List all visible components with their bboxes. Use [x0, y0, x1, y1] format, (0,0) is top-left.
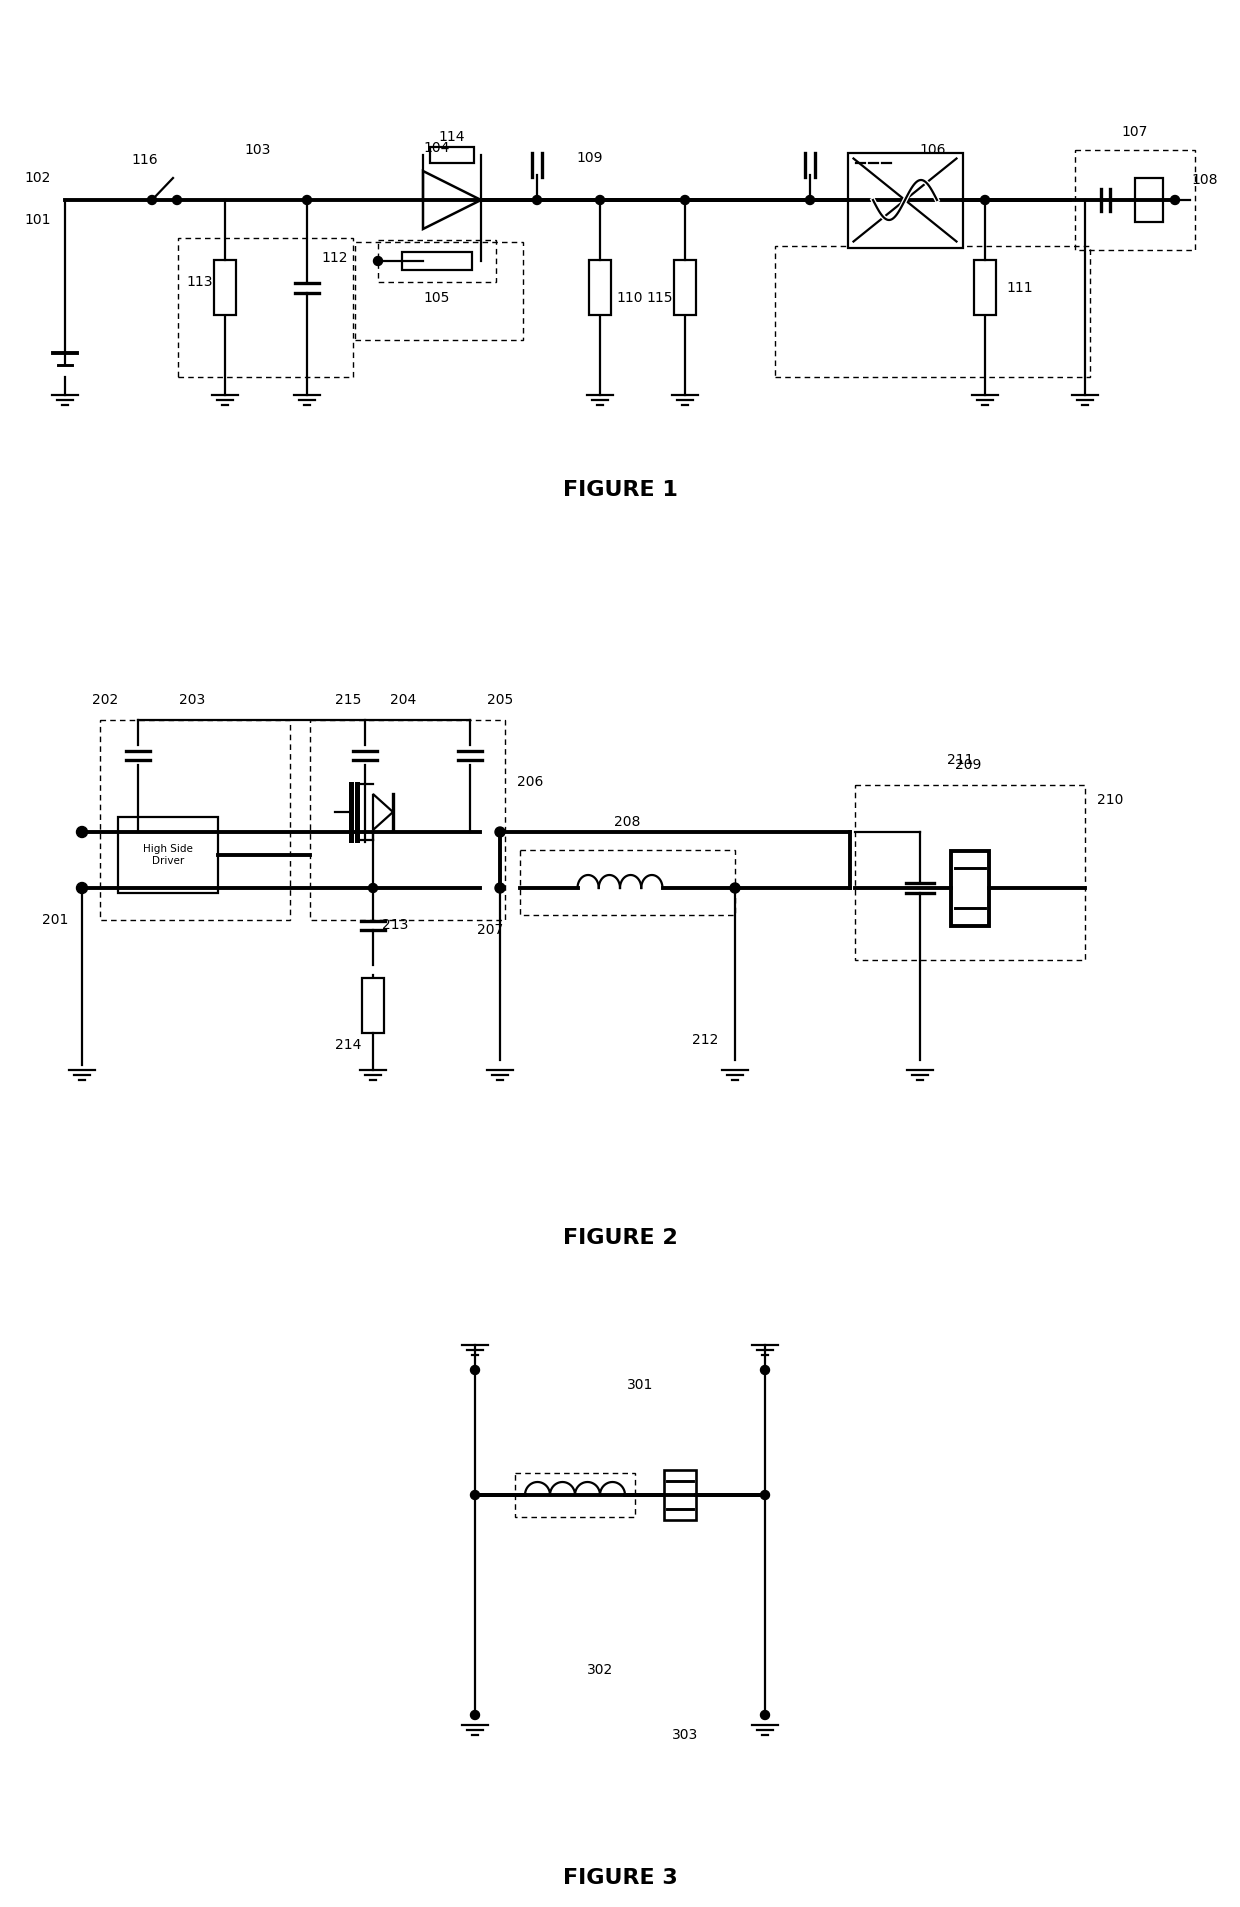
Bar: [663, 1470, 696, 1520]
Text: 303: 303: [672, 1728, 698, 1741]
Text: 101: 101: [25, 214, 51, 227]
Text: 110: 110: [616, 290, 644, 305]
Text: 104: 104: [424, 141, 450, 154]
Bar: [847, 153, 962, 248]
Bar: [179, 238, 353, 378]
Text: 202: 202: [92, 692, 118, 707]
Circle shape: [495, 828, 505, 837]
Text: FIGURE 2: FIGURE 2: [563, 1228, 677, 1247]
Bar: [1135, 177, 1163, 221]
Text: 109: 109: [577, 151, 603, 166]
Text: 211: 211: [947, 753, 973, 767]
Circle shape: [470, 1491, 480, 1499]
Bar: [515, 1472, 635, 1516]
Text: 113: 113: [187, 275, 213, 290]
Circle shape: [681, 196, 689, 204]
Bar: [402, 252, 472, 271]
Bar: [215, 259, 236, 315]
Bar: [856, 786, 1085, 959]
Circle shape: [532, 196, 542, 204]
Text: FIGURE 1: FIGURE 1: [563, 481, 677, 500]
Text: 209: 209: [955, 757, 981, 772]
Text: 206: 206: [517, 774, 543, 789]
Bar: [310, 721, 505, 919]
Circle shape: [495, 883, 505, 892]
Text: 207: 207: [477, 923, 503, 936]
Circle shape: [981, 196, 990, 204]
Circle shape: [303, 196, 311, 204]
Text: High Side
Driver: High Side Driver: [143, 845, 193, 866]
Text: 106: 106: [920, 143, 946, 156]
Text: 201: 201: [42, 913, 68, 927]
Circle shape: [806, 196, 815, 204]
Bar: [951, 851, 990, 925]
Circle shape: [77, 883, 88, 894]
Circle shape: [595, 196, 605, 204]
Text: 105: 105: [424, 292, 450, 305]
Circle shape: [373, 257, 382, 265]
Text: 205: 205: [487, 692, 513, 707]
Text: 102: 102: [25, 172, 51, 185]
Bar: [362, 978, 384, 1032]
Circle shape: [368, 883, 377, 892]
Bar: [520, 851, 735, 915]
Circle shape: [470, 1711, 480, 1720]
Text: 208: 208: [614, 814, 640, 830]
Text: 215: 215: [335, 692, 361, 707]
Circle shape: [730, 883, 740, 892]
Bar: [973, 259, 996, 315]
Text: 301: 301: [626, 1379, 653, 1392]
Text: 204: 204: [389, 692, 417, 707]
Circle shape: [760, 1491, 770, 1499]
Circle shape: [172, 196, 181, 204]
Circle shape: [77, 826, 88, 837]
Text: 214: 214: [335, 1037, 361, 1053]
Circle shape: [760, 1365, 770, 1375]
Text: 210: 210: [1097, 793, 1123, 807]
Text: 302: 302: [587, 1663, 613, 1676]
Bar: [355, 242, 523, 339]
Text: 212: 212: [692, 1034, 718, 1047]
Bar: [378, 240, 496, 282]
Circle shape: [148, 196, 156, 204]
Text: 112: 112: [321, 250, 348, 265]
Bar: [775, 246, 1090, 378]
Text: 203: 203: [179, 692, 205, 707]
Bar: [589, 259, 611, 315]
Text: 213: 213: [382, 917, 408, 933]
Circle shape: [760, 1711, 770, 1720]
Circle shape: [470, 1365, 480, 1375]
Text: 107: 107: [1122, 126, 1148, 139]
Bar: [675, 259, 696, 315]
Text: 108: 108: [1192, 174, 1218, 187]
Text: 115: 115: [647, 290, 673, 305]
Text: FIGURE 3: FIGURE 3: [563, 1869, 677, 1888]
Bar: [430, 147, 474, 162]
Bar: [1075, 151, 1195, 250]
Bar: [100, 721, 290, 919]
Text: 116: 116: [131, 153, 159, 168]
Text: 111: 111: [1007, 280, 1033, 294]
Text: 114: 114: [439, 130, 465, 145]
Circle shape: [1171, 196, 1179, 204]
Text: 103: 103: [244, 143, 272, 156]
Bar: [118, 816, 218, 892]
